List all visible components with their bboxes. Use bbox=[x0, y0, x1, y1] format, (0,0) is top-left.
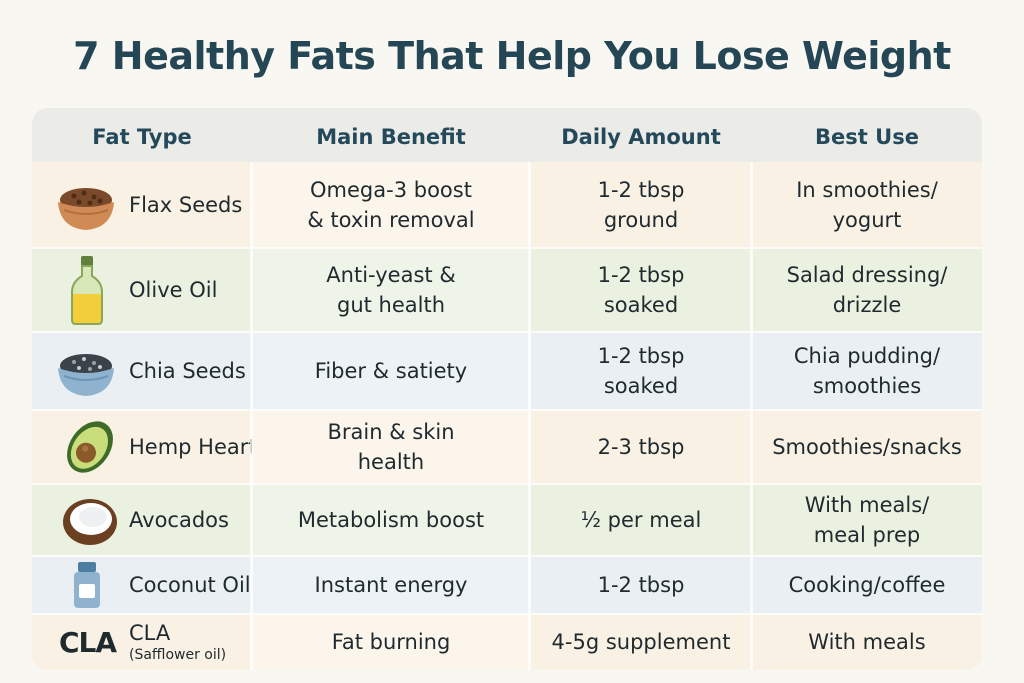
row-divider bbox=[32, 483, 982, 485]
amount-cell: 1-2 tbsp soaked bbox=[597, 263, 685, 317]
use-cell: Chia pudding/ smoothies bbox=[793, 344, 941, 398]
amount-cell: ½ per meal bbox=[580, 508, 702, 532]
fat-name: CLA bbox=[129, 621, 171, 645]
benefit-cell: Metabolism boost bbox=[252, 484, 530, 556]
table-row: Olive Oil Anti-yeast & gut health 1-2 tb… bbox=[32, 248, 982, 332]
benefit-cell: Instant energy bbox=[252, 556, 530, 614]
header-main-benefit: Main Benefit bbox=[316, 125, 466, 149]
fats-table: Fat Type Main Benefit Daily Amount Best … bbox=[32, 108, 982, 670]
bowl-chia-seeds-icon bbox=[54, 346, 118, 402]
column-divider bbox=[750, 162, 753, 670]
header-daily-amount: Daily Amount bbox=[561, 125, 721, 149]
row-divider bbox=[32, 247, 982, 249]
olive-oil-bottle-icon bbox=[68, 254, 106, 330]
header-fat-type: Fat Type bbox=[92, 125, 192, 149]
fat-subtitle: (Safflower oil) bbox=[129, 647, 227, 663]
bowl-flax-seeds-icon bbox=[54, 180, 118, 236]
use-cell: Smoothies/snacks bbox=[772, 435, 962, 459]
benefit-cell: Fiber & satiety bbox=[252, 332, 530, 410]
benefit-cell: Brain & skin health bbox=[252, 410, 530, 484]
row-divider bbox=[32, 331, 982, 333]
fat-name: Olive Oil bbox=[129, 278, 218, 302]
table-row: Flax Seeds Omega-3 boost & toxin removal… bbox=[32, 162, 982, 248]
fat-name: Avocados bbox=[129, 508, 229, 532]
benefit-cell: Omega-3 boost & toxin removal bbox=[252, 162, 530, 248]
row-divider bbox=[32, 409, 982, 411]
column-divider bbox=[528, 162, 531, 670]
coconut-oil-jar-icon bbox=[72, 560, 102, 614]
benefit-cell: Anti-yeast & gut health bbox=[252, 248, 530, 332]
column-divider bbox=[250, 162, 253, 670]
table-header: Fat Type Main Benefit Daily Amount Best … bbox=[32, 108, 982, 162]
table-row: Hemp Hearts Brain & skin health 2-3 tbsp… bbox=[32, 410, 982, 484]
header-best-use: Best Use bbox=[815, 125, 919, 149]
fat-name: Chia Seeds bbox=[129, 359, 246, 383]
amount-cell: 1-2 tbsp ground bbox=[597, 178, 685, 232]
use-cell: In smoothies/ yogurt bbox=[796, 178, 938, 232]
avocado-icon bbox=[60, 416, 120, 482]
amount-cell: 1-2 tbsp bbox=[597, 573, 685, 597]
cla-logo: CLA bbox=[59, 626, 117, 659]
use-cell: With meals/ meal prep bbox=[804, 493, 930, 547]
amount-cell: 1-2 tbsp soaked bbox=[597, 344, 685, 398]
coconut-icon bbox=[60, 494, 120, 552]
benefit-cell: Fat burning bbox=[252, 614, 530, 670]
fat-name: Hemp Hearts bbox=[129, 435, 268, 459]
table-row: Chia Seeds Fiber & satiety 1-2 tbsp soak… bbox=[32, 332, 982, 410]
row-divider bbox=[32, 555, 982, 557]
use-cell: Salad dressing/ drizzle bbox=[786, 263, 948, 317]
page-title: 7 Healthy Fats That Help You Lose Weight bbox=[73, 34, 951, 78]
row-divider bbox=[32, 613, 982, 615]
table-row: Coconut Oil Instant energy 1-2 tbsp Cook… bbox=[32, 556, 982, 614]
fat-name: Coconut Oil bbox=[129, 573, 251, 597]
amount-cell: 2-3 tbsp bbox=[597, 435, 685, 459]
table-row: Avocados Metabolism boost ½ per meal Wit… bbox=[32, 484, 982, 556]
use-cell: With meals bbox=[808, 630, 926, 654]
fat-name: Flax Seeds bbox=[129, 193, 243, 217]
use-cell: Cooking/coffee bbox=[788, 573, 946, 597]
table-row: CLA CLA (Safflower oil) Fat burning 4-5g… bbox=[32, 614, 982, 670]
amount-cell: 4-5g supplement bbox=[551, 630, 731, 654]
